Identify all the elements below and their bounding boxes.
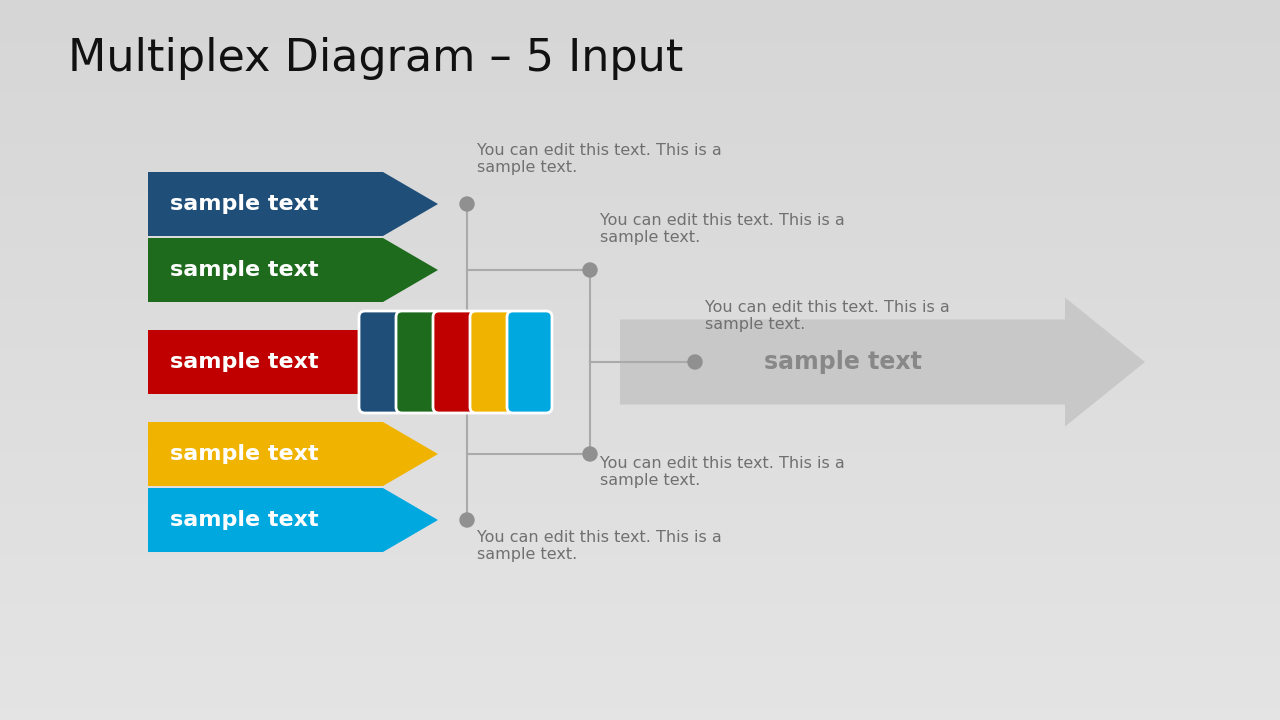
- Polygon shape: [148, 172, 438, 236]
- Circle shape: [582, 447, 596, 461]
- Text: sample text: sample text: [170, 260, 319, 280]
- Text: You can edit this text. This is a
sample text.: You can edit this text. This is a sample…: [600, 456, 845, 488]
- Polygon shape: [148, 422, 438, 486]
- Text: You can edit this text. This is a
sample text.: You can edit this text. This is a sample…: [477, 530, 722, 562]
- Text: sample text: sample text: [170, 510, 319, 530]
- Text: You can edit this text. This is a
sample text.: You can edit this text. This is a sample…: [477, 143, 722, 175]
- Text: sample text: sample text: [170, 194, 319, 214]
- Text: You can edit this text. This is a
sample text.: You can edit this text. This is a sample…: [705, 300, 950, 332]
- Text: sample text: sample text: [170, 444, 319, 464]
- Text: You can edit this text. This is a
sample text.: You can edit this text. This is a sample…: [600, 212, 845, 245]
- Polygon shape: [148, 330, 438, 394]
- FancyBboxPatch shape: [396, 311, 442, 413]
- Polygon shape: [148, 488, 438, 552]
- Polygon shape: [148, 238, 438, 302]
- FancyBboxPatch shape: [433, 311, 477, 413]
- FancyBboxPatch shape: [358, 311, 404, 413]
- FancyBboxPatch shape: [470, 311, 515, 413]
- Text: sample text: sample text: [170, 352, 319, 372]
- Circle shape: [582, 263, 596, 277]
- Circle shape: [460, 513, 474, 527]
- Text: Multiplex Diagram – 5 Input: Multiplex Diagram – 5 Input: [68, 37, 684, 80]
- FancyBboxPatch shape: [507, 311, 552, 413]
- Polygon shape: [620, 297, 1146, 426]
- Circle shape: [460, 197, 474, 211]
- Text: sample text: sample text: [764, 350, 922, 374]
- Circle shape: [689, 355, 701, 369]
